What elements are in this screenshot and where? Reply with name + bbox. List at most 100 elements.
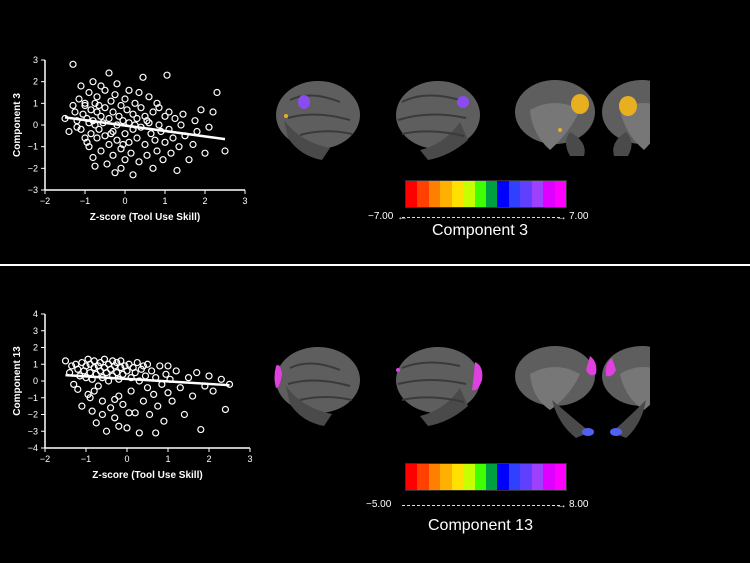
data-point xyxy=(209,387,217,395)
data-point xyxy=(111,91,119,99)
data-point xyxy=(85,143,93,151)
data-point xyxy=(125,409,133,417)
arrow-right-icon: → xyxy=(556,499,567,511)
brain-images-component-3 xyxy=(276,80,650,160)
data-point xyxy=(135,429,143,437)
data-point xyxy=(92,419,100,427)
activation-blob xyxy=(274,365,282,388)
data-point xyxy=(197,425,205,434)
data-point xyxy=(74,385,82,393)
colorbar-segment xyxy=(554,181,567,207)
color-scale-bar xyxy=(405,180,567,208)
scale-arrow xyxy=(402,505,560,506)
data-point xyxy=(113,136,121,144)
activation-blob xyxy=(605,358,616,377)
data-point xyxy=(176,384,184,392)
panel-component-13: −2 −1 0 1 2 3 −4 −3 −2 −1 0 1 2 3 4 Z-score (Tool Use S… xyxy=(0,268,750,563)
data-point xyxy=(123,106,131,114)
data-point xyxy=(175,143,183,151)
data-point xyxy=(153,147,161,155)
y-axis-label: Component 13 xyxy=(12,346,23,416)
data-point xyxy=(93,93,101,101)
data-point xyxy=(131,409,139,417)
data-point xyxy=(86,394,94,402)
data-point xyxy=(91,162,99,170)
data-point xyxy=(121,95,129,103)
panel-component-3: −2 −1 0 1 2 3 −3 −2 −1 0 1 2 3 Z-score (Tool Use Skil… xyxy=(0,0,750,262)
data-point xyxy=(167,149,175,157)
activation-blob xyxy=(619,96,637,116)
data-point xyxy=(125,86,133,94)
colorbar-segment xyxy=(531,181,544,207)
activation-blob xyxy=(298,95,310,109)
component-title: Component 3 xyxy=(432,222,529,239)
data-point xyxy=(145,119,153,127)
data-point xyxy=(145,93,153,101)
data-point xyxy=(109,151,117,159)
arrow-right-icon: → xyxy=(556,211,567,223)
y-tick-label: 0 xyxy=(33,376,38,386)
data-point xyxy=(95,101,103,110)
data-point xyxy=(106,404,115,412)
data-point xyxy=(69,101,77,110)
data-point xyxy=(78,358,86,367)
data-point xyxy=(81,134,89,142)
data-point xyxy=(127,374,135,382)
scale-min-label: −5.00 xyxy=(366,499,392,510)
data-point xyxy=(150,390,158,399)
data-point xyxy=(154,402,162,410)
data-point xyxy=(119,140,127,149)
data-point xyxy=(155,104,163,112)
data-point xyxy=(162,370,170,378)
data-point xyxy=(127,149,135,157)
data-point xyxy=(169,134,177,142)
data-point xyxy=(161,138,169,146)
data-point xyxy=(129,171,137,179)
data-point xyxy=(117,357,125,365)
data-point xyxy=(139,397,147,405)
data-point xyxy=(165,108,173,116)
data-point xyxy=(111,414,119,422)
data-point xyxy=(82,362,90,370)
data-point xyxy=(115,392,123,400)
y-tick-label: −1 xyxy=(28,142,38,152)
data-point xyxy=(107,97,115,105)
activation-blob xyxy=(586,356,597,376)
colorbar-segment xyxy=(474,181,487,207)
data-point xyxy=(139,362,147,370)
colorbar-segment xyxy=(554,464,567,490)
colorbar-segment xyxy=(520,181,533,207)
y-tick-label: 3 xyxy=(33,55,38,65)
data-point xyxy=(152,429,160,437)
data-point xyxy=(69,60,77,68)
trend-line xyxy=(65,373,230,387)
colorbar-segment xyxy=(428,181,441,207)
data-point xyxy=(149,108,157,116)
data-point xyxy=(149,164,157,172)
y-tick-label: 2 xyxy=(33,77,38,87)
data-point xyxy=(213,88,221,97)
colorbar-segment xyxy=(451,181,464,207)
data-point xyxy=(189,392,197,400)
y-tick-label: 3 xyxy=(33,326,38,336)
data-point xyxy=(159,156,167,164)
data-point xyxy=(156,362,164,370)
x-tick-label: −1 xyxy=(81,454,91,464)
y-tick-label: −4 xyxy=(28,443,38,453)
data-point xyxy=(191,117,199,125)
data-point xyxy=(83,138,91,146)
color-scale-bar xyxy=(405,463,567,491)
data-point xyxy=(77,82,85,90)
data-point xyxy=(109,108,117,116)
colorbar-segment xyxy=(406,181,418,207)
data-point xyxy=(89,78,97,86)
data-point xyxy=(115,112,123,120)
data-point xyxy=(97,147,105,155)
colorbar-segment xyxy=(417,464,430,490)
data-point xyxy=(81,101,89,110)
scale-max-label: 8.00 xyxy=(569,499,589,510)
data-point xyxy=(90,363,98,372)
colorbar-segment xyxy=(463,464,476,490)
brain-medial-right xyxy=(602,346,650,438)
x-tick-label: 3 xyxy=(242,196,247,206)
